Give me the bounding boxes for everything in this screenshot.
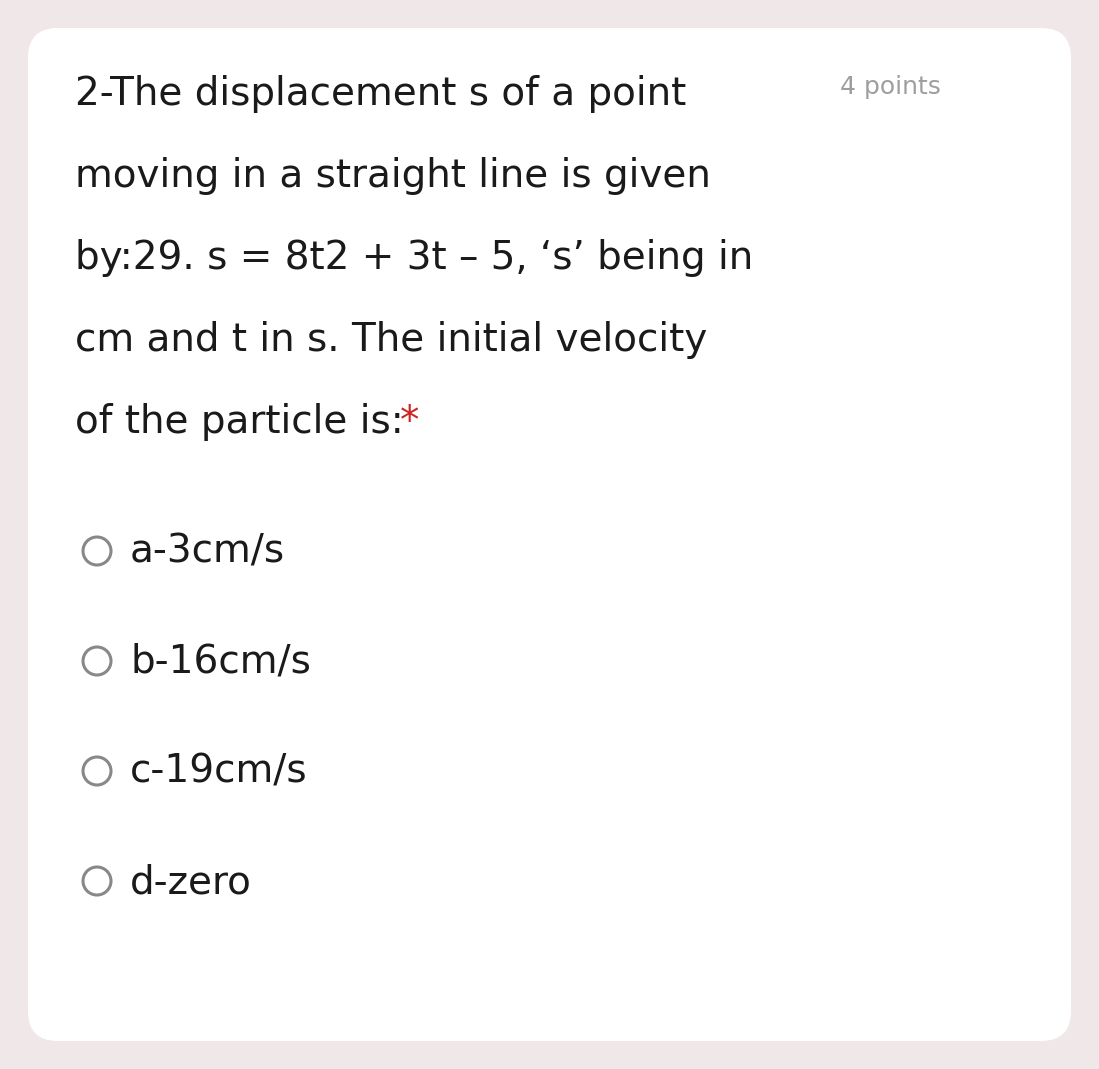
Text: a-3cm/s: a-3cm/s bbox=[130, 533, 285, 571]
Text: c-19cm/s: c-19cm/s bbox=[130, 753, 308, 791]
Text: b-16cm/s: b-16cm/s bbox=[130, 642, 311, 681]
Text: cm and t in s. The initial velocity: cm and t in s. The initial velocity bbox=[75, 321, 708, 359]
Text: 2-The displacement s of a point: 2-The displacement s of a point bbox=[75, 75, 686, 113]
FancyBboxPatch shape bbox=[27, 28, 1072, 1041]
Text: of the particle is:: of the particle is: bbox=[75, 403, 417, 441]
Text: 4 points: 4 points bbox=[840, 75, 941, 99]
Text: moving in a straight line is given: moving in a straight line is given bbox=[75, 157, 711, 195]
Text: d-zero: d-zero bbox=[130, 863, 252, 901]
Text: by:29. s = 8t2 + 3t – 5, ‘s’ being in: by:29. s = 8t2 + 3t – 5, ‘s’ being in bbox=[75, 239, 753, 277]
Text: *: * bbox=[400, 403, 420, 441]
